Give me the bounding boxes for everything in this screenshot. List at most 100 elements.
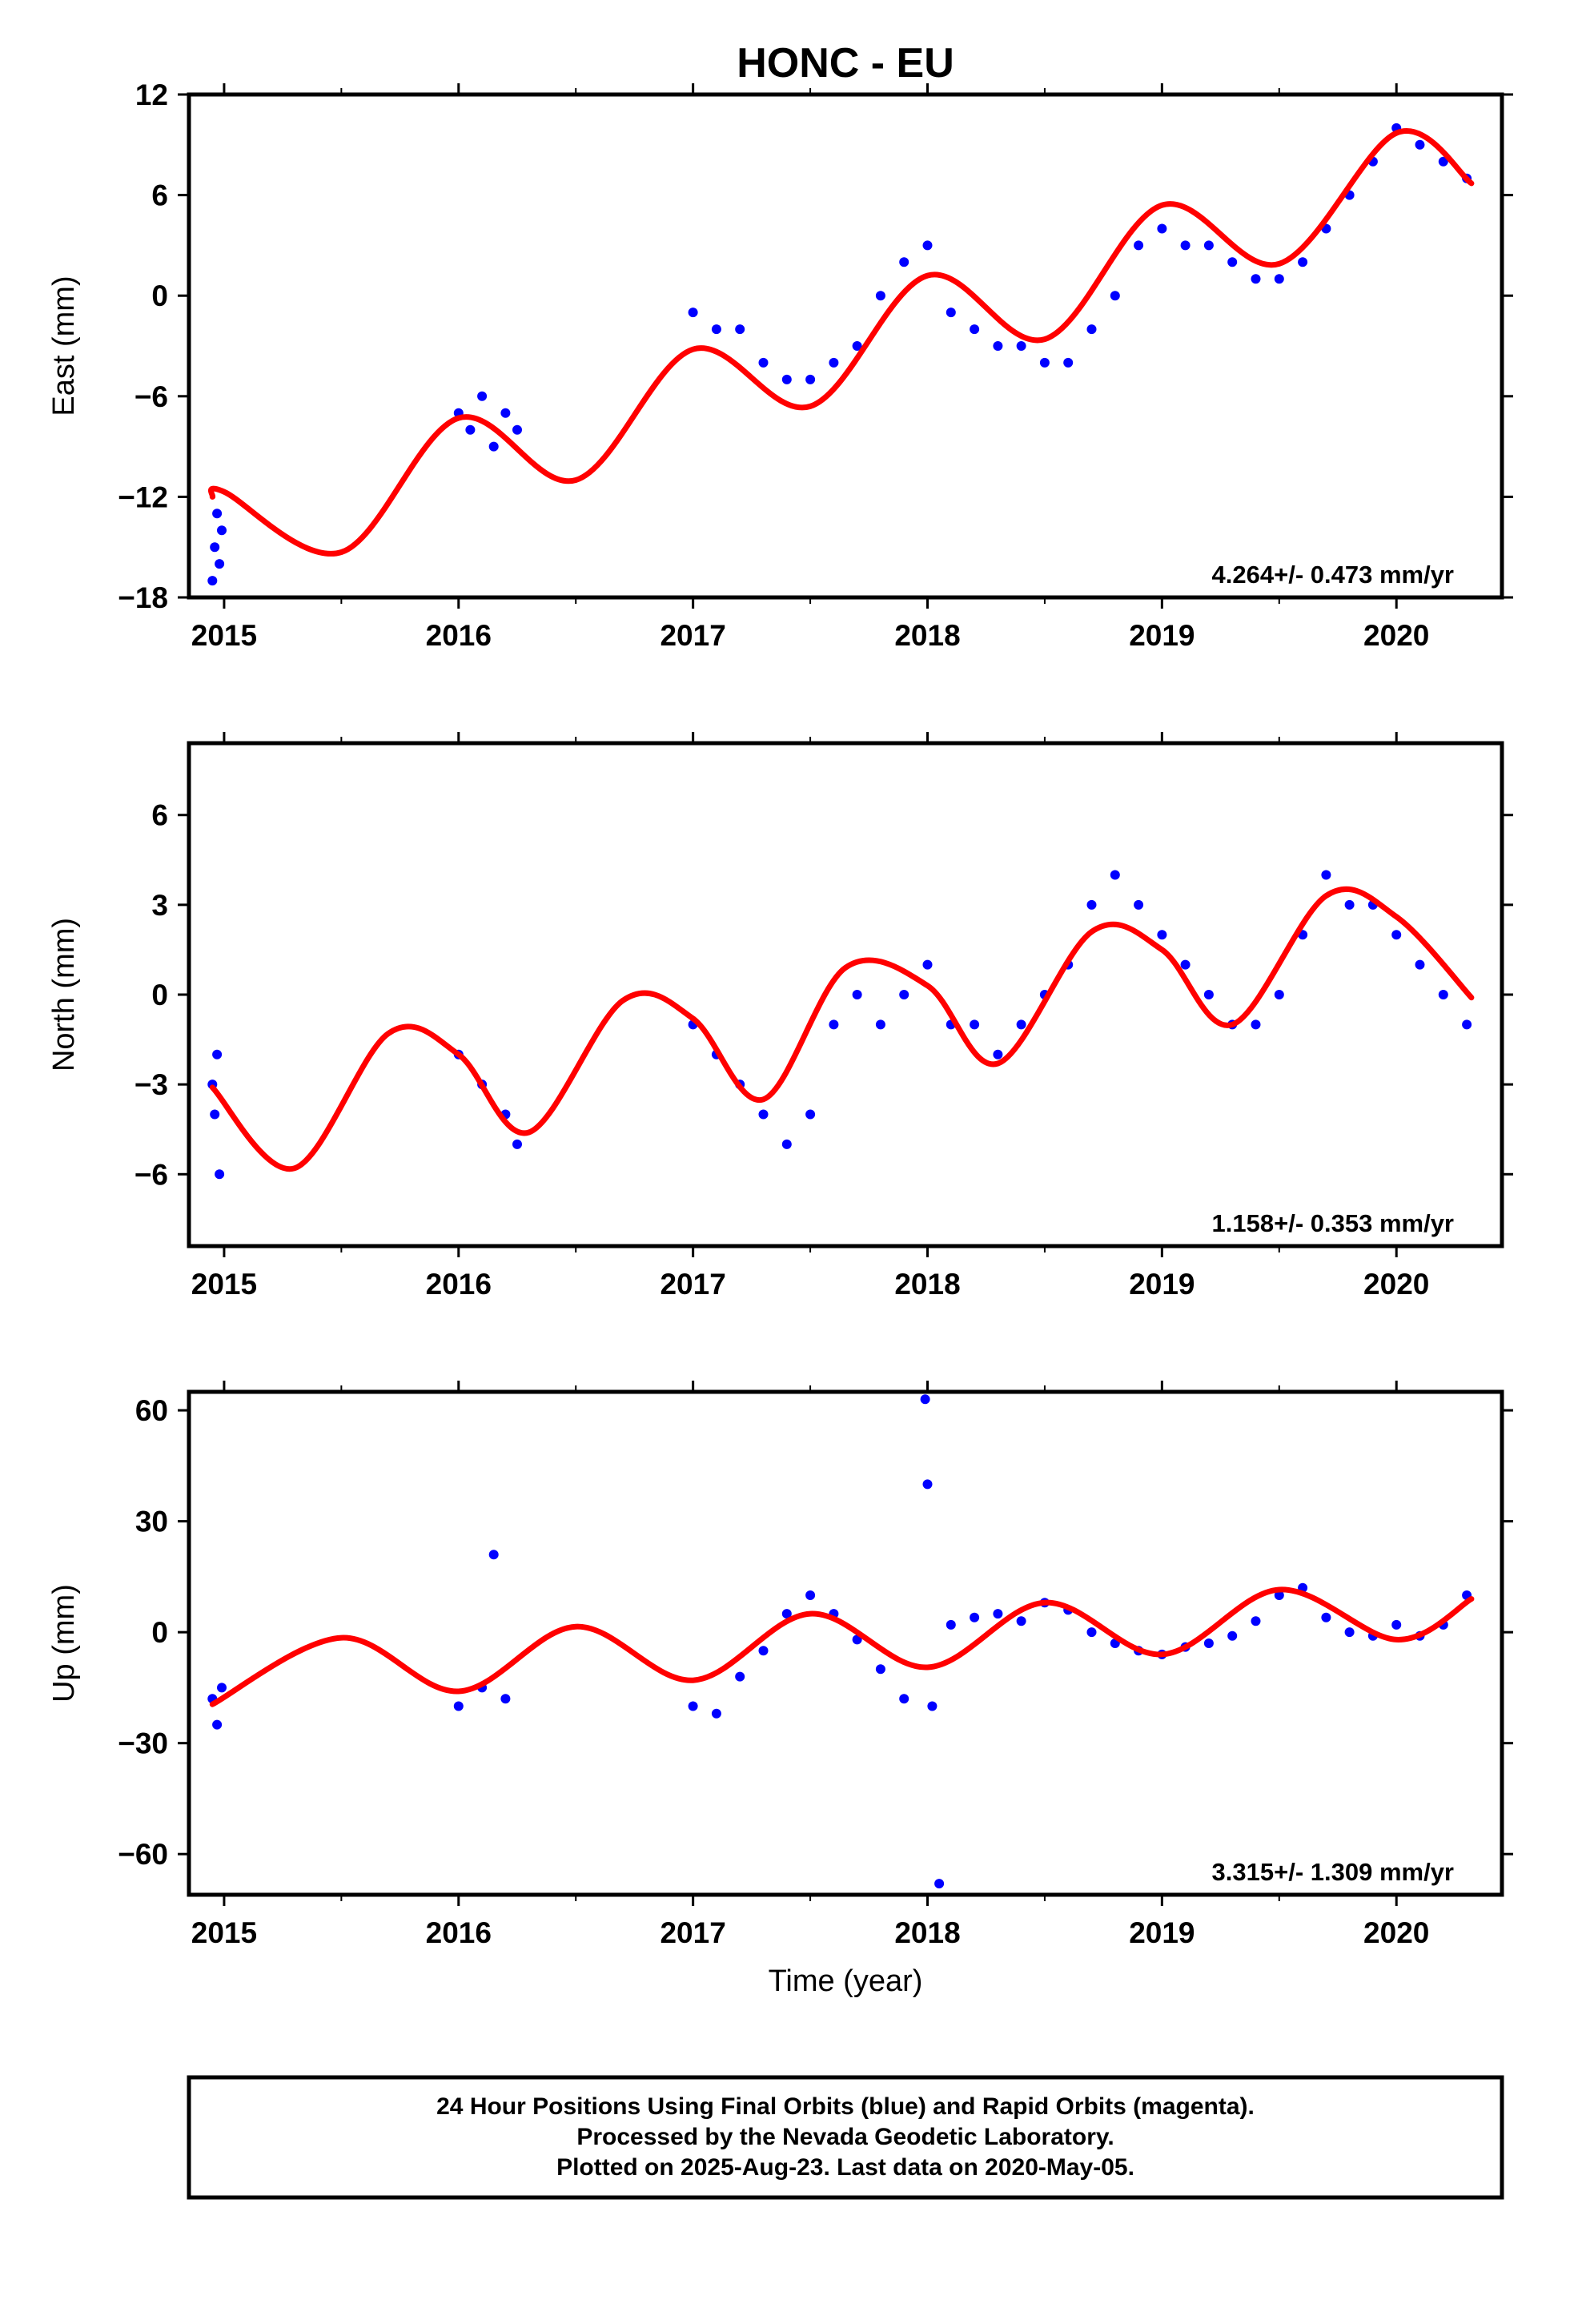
- velocity-annotation: 1.158+/- 0.353 mm/yr: [1212, 1209, 1454, 1237]
- data-point: [1274, 1590, 1284, 1600]
- data-point: [512, 424, 522, 435]
- footer-line-3: Plotted on 2025-Aug-23. Last data on 202…: [556, 2154, 1134, 2181]
- data-point: [1227, 1630, 1238, 1641]
- y-tick-label: 60: [135, 1394, 168, 1427]
- north-panel: 2015 2016 2017 2018 2019 2020 6 3 0 −3 −6 North (mm…: [47, 732, 1513, 1301]
- y-tick-label: 0: [151, 279, 168, 312]
- data-point: [1415, 959, 1425, 970]
- x-tick-label: 2016: [426, 619, 492, 652]
- data-point: [1438, 990, 1448, 999]
- data-point: [875, 1664, 885, 1675]
- data-point: [852, 990, 862, 999]
- data-point: [781, 1609, 792, 1619]
- x-tick-label: 2018: [894, 1268, 960, 1301]
- data-point: [927, 1701, 938, 1711]
- data-point: [1321, 1612, 1331, 1622]
- data-point: [922, 1479, 933, 1490]
- data-point: [1134, 240, 1144, 251]
- velocity-annotation: 4.264+/- 0.473 mm/yr: [1212, 561, 1454, 589]
- data-point: [922, 240, 933, 251]
- data-point: [1203, 1638, 1214, 1648]
- data-point: [1227, 257, 1238, 267]
- data-point: [1110, 870, 1120, 880]
- y-tick-label: 6: [151, 179, 168, 212]
- chart-title: HONC - EU: [737, 40, 954, 86]
- y-tick-label: 0: [151, 1616, 168, 1649]
- data-point: [512, 1139, 522, 1149]
- data-point: [1016, 1616, 1026, 1626]
- x-tick-label: 2019: [1129, 1916, 1195, 1949]
- data-point: [993, 1609, 1003, 1619]
- data-point: [1321, 870, 1331, 880]
- footer-line-1: 24 Hour Positions Using Final Orbits (bl…: [436, 2093, 1255, 2120]
- y-tick-label: 3: [151, 889, 168, 922]
- y-tick-label: −6: [135, 1158, 168, 1191]
- data-point: [1086, 324, 1097, 335]
- data-point: [993, 1049, 1003, 1059]
- data-point: [1462, 1019, 1472, 1030]
- data-point: [1134, 899, 1144, 910]
- y-tick-label: 30: [135, 1506, 168, 1538]
- data-point: [711, 324, 721, 335]
- y-tick-label: 12: [135, 78, 168, 111]
- data-point: [1086, 899, 1097, 910]
- x-tick-label: 2016: [426, 1268, 492, 1301]
- data-point: [852, 341, 862, 351]
- data-point: [1344, 1627, 1355, 1638]
- data-point: [735, 1671, 745, 1682]
- data-point: [1016, 341, 1026, 351]
- data-point: [920, 1394, 930, 1405]
- data-point: [1016, 1019, 1026, 1030]
- x-tick-label: 2019: [1129, 1268, 1195, 1301]
- data-point: [946, 1619, 956, 1630]
- data-point: [488, 441, 499, 452]
- data-point: [1203, 990, 1214, 999]
- data-point: [993, 341, 1003, 351]
- y-tick-label: −12: [118, 480, 168, 513]
- x-tick-label: 2015: [191, 1268, 257, 1301]
- data-point: [758, 357, 769, 368]
- data-point: [829, 1019, 839, 1030]
- data-point: [1298, 257, 1308, 267]
- up-panel: 2015 2016 2017 2018 2019 2020 60 30 0 −30 −60 Up (m…: [47, 1381, 1513, 1949]
- data-point: [217, 1683, 227, 1693]
- plot-area: [207, 870, 1475, 1180]
- x-tick-label: 2017: [660, 619, 725, 652]
- y-tick-label: −60: [118, 1838, 168, 1871]
- y-axis-label: North (mm): [47, 918, 81, 1072]
- data-point: [1157, 223, 1167, 234]
- x-tick-label: 2015: [191, 1916, 257, 1949]
- data-point: [1110, 291, 1120, 301]
- data-point: [217, 525, 227, 536]
- data-point: [1344, 899, 1355, 910]
- x-tick-label: 2017: [660, 1916, 725, 1949]
- data-point: [711, 1708, 721, 1719]
- plot-area: [207, 1394, 1475, 1889]
- data-point: [899, 1694, 909, 1704]
- x-tick-label: 2019: [1129, 619, 1195, 652]
- data-point: [970, 1612, 980, 1622]
- data-point: [1415, 139, 1425, 150]
- x-tick-label: 2018: [894, 1916, 960, 1949]
- data-point: [1180, 240, 1191, 251]
- data-point: [1274, 990, 1284, 999]
- data-point: [1180, 959, 1191, 970]
- data-point: [500, 1694, 511, 1704]
- footer-line-2: Processed by the Nevada Geodetic Laborat…: [576, 2124, 1114, 2150]
- data-point: [875, 1019, 885, 1030]
- x-tick-label: 2016: [426, 1916, 492, 1949]
- data-point: [899, 257, 909, 267]
- data-point: [758, 1109, 769, 1120]
- data-point: [922, 959, 933, 970]
- y-axis-label: Up (mm): [47, 1584, 81, 1703]
- data-point: [934, 1879, 945, 1889]
- y-tick-label: −3: [135, 1068, 168, 1101]
- plot-frame: [187, 1389, 1504, 1897]
- data-point: [688, 308, 698, 318]
- data-point: [970, 1019, 980, 1030]
- data-point: [805, 374, 816, 384]
- model-fit-line: [209, 886, 1475, 1172]
- plot-frame: [187, 92, 1504, 600]
- data-point: [1039, 357, 1050, 368]
